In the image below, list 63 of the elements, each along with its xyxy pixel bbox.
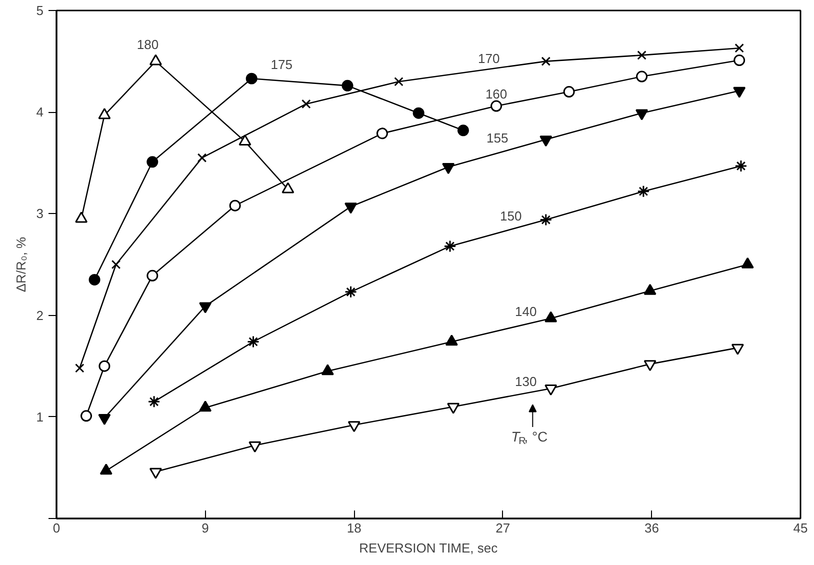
x-tick-label: 9 [202, 520, 209, 536]
point [148, 395, 160, 408]
x-tick-label: 45 [793, 520, 808, 536]
point [146, 156, 158, 168]
y-tick-label: 1 [36, 409, 44, 424]
series-label: 155 [486, 130, 508, 146]
point [111, 260, 121, 270]
point [563, 86, 575, 98]
point [457, 124, 469, 136]
point [447, 402, 460, 414]
series-label: 170 [478, 50, 500, 66]
x-axis-title: REVERSION TIME, sec [359, 540, 498, 556]
x-tick-label: 36 [644, 520, 659, 536]
point [637, 185, 650, 198]
point [734, 54, 746, 66]
point [197, 153, 207, 162]
point [444, 240, 456, 252]
point [394, 76, 404, 86]
point [302, 99, 311, 109]
x-tick-label: 27 [496, 520, 510, 536]
x-tick-label: 0 [52, 520, 60, 536]
point [88, 274, 100, 286]
point [75, 363, 84, 373]
point [342, 80, 354, 92]
series-label: 140 [515, 304, 537, 319]
point [98, 108, 111, 120]
y-tick-label: 3 [36, 206, 44, 222]
point [636, 70, 648, 82]
x-tick-label: 18 [346, 520, 362, 536]
y-tick-label: 4 [36, 104, 44, 120]
point [644, 360, 656, 372]
point [229, 200, 241, 212]
y-tick-label: 5 [36, 3, 44, 18]
point [734, 43, 744, 53]
y-axis-title: ΔR/R₀, % [13, 236, 28, 292]
series-label: 160 [485, 86, 508, 102]
point [412, 107, 424, 119]
point [348, 421, 360, 432]
point [248, 441, 262, 452]
point [734, 160, 748, 172]
point [344, 286, 358, 298]
series-label: 130 [515, 374, 537, 389]
point [731, 344, 744, 355]
series-label: 150 [500, 208, 522, 224]
point [98, 414, 111, 426]
point [376, 128, 388, 140]
point [199, 302, 212, 314]
point [490, 100, 502, 112]
point [146, 270, 158, 282]
point [544, 384, 558, 396]
point [149, 468, 162, 479]
point [541, 56, 551, 66]
point [344, 202, 358, 214]
point [80, 410, 92, 422]
point [637, 50, 646, 60]
series-label: 180 [136, 36, 159, 52]
point [246, 72, 258, 84]
point [98, 360, 110, 372]
point [540, 214, 552, 226]
point [246, 335, 260, 348]
y-tick-label: 2 [36, 308, 44, 323]
series-label: 175 [270, 57, 292, 72]
point [149, 54, 162, 66]
